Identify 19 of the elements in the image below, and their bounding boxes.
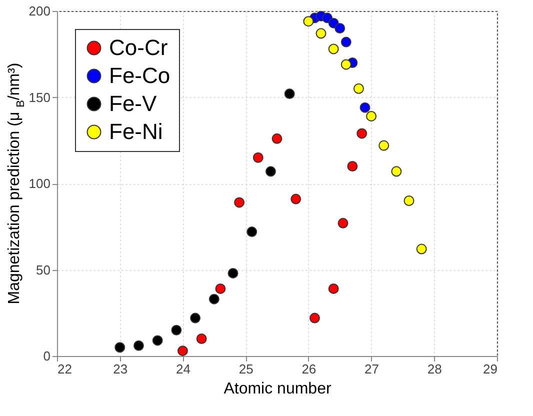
y-tick-label: 100 <box>28 176 50 191</box>
x-tick-label: 26 <box>302 362 316 376</box>
x-tick-label: 25 <box>238 362 254 376</box>
x-tick-label: 28 <box>427 362 442 376</box>
x-tick-label: 29 <box>483 362 498 376</box>
x-tick-label: 23 <box>113 362 128 376</box>
legend-label: Co-Cr <box>109 35 168 60</box>
legend-label: Fe-Ni <box>109 119 163 144</box>
y-axis-title: Magnetization prediction (μB/nm³) <box>6 62 27 304</box>
legend-label: Fe-V <box>109 91 157 116</box>
x-axis-title: Atomic number <box>224 380 332 398</box>
y-tick-label: 50 <box>36 262 50 278</box>
x-tick-label: 27 <box>364 362 380 376</box>
y-tick-label: 150 <box>28 90 50 105</box>
x-tick-label: 24 <box>176 362 190 376</box>
legend-label: Fe-Co <box>109 63 170 88</box>
y-tick-label: 200 <box>28 4 50 18</box>
x-tick-label: 22 <box>58 362 72 376</box>
y-tick-label: 0 <box>43 348 50 364</box>
